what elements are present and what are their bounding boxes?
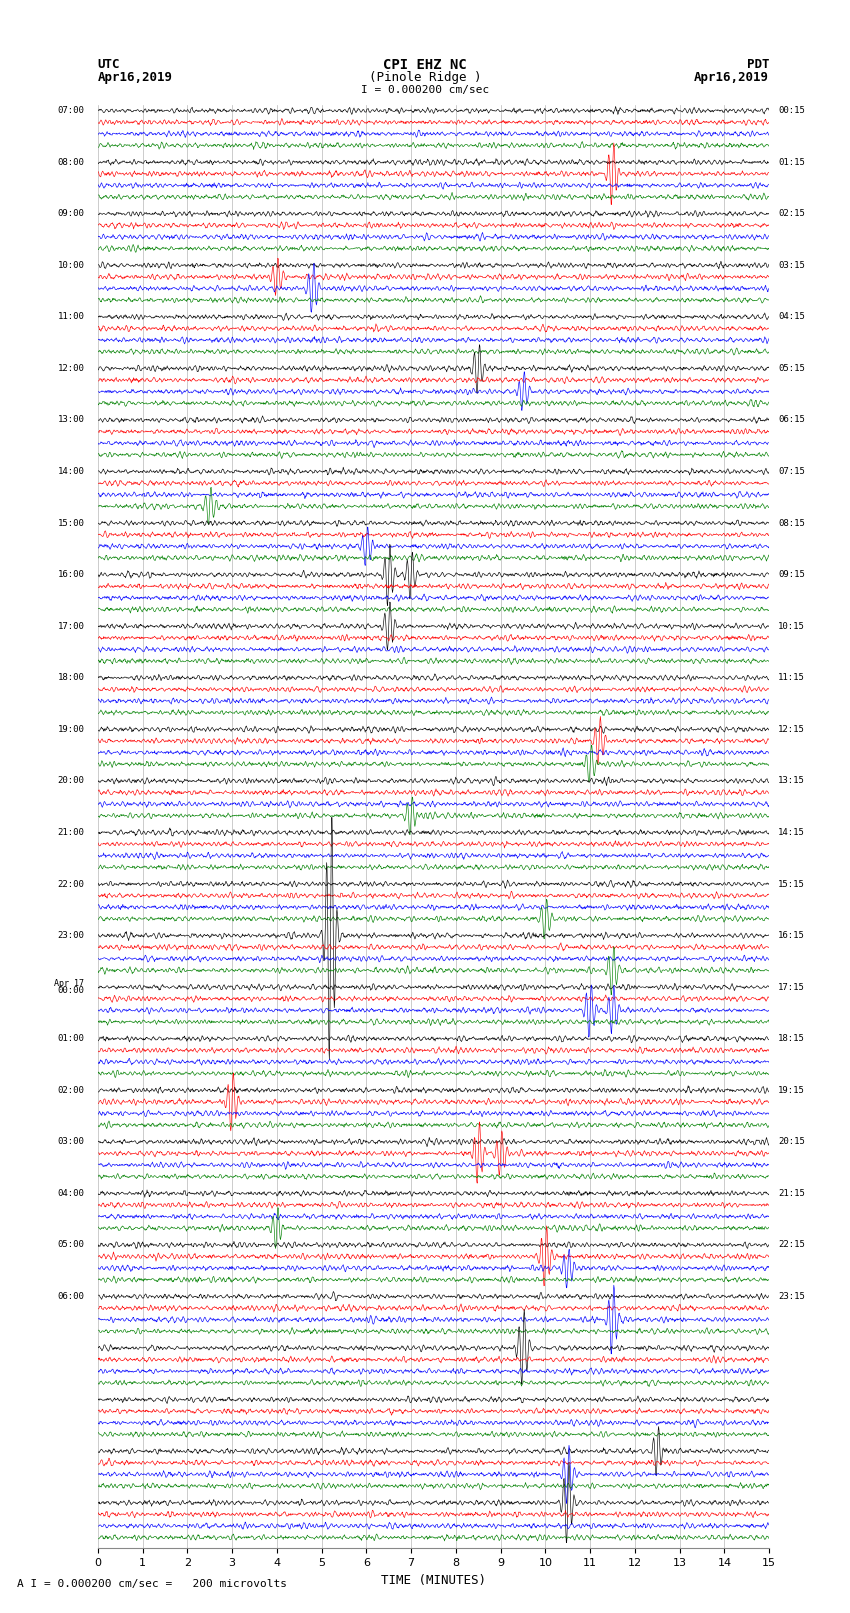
Text: 04:15: 04:15: [779, 313, 805, 321]
Text: 14:15: 14:15: [779, 827, 805, 837]
Text: 03:00: 03:00: [58, 1137, 84, 1147]
Text: 07:15: 07:15: [779, 468, 805, 476]
Text: 09:00: 09:00: [58, 210, 84, 218]
Text: 19:15: 19:15: [779, 1086, 805, 1095]
Text: 19:00: 19:00: [58, 724, 84, 734]
Text: 23:00: 23:00: [58, 931, 84, 940]
Text: Apr16,2019: Apr16,2019: [98, 71, 173, 84]
Text: (Pinole Ridge ): (Pinole Ridge ): [369, 71, 481, 84]
Text: 23:15: 23:15: [779, 1292, 805, 1302]
Text: 11:15: 11:15: [779, 673, 805, 682]
Text: 18:15: 18:15: [779, 1034, 805, 1044]
Text: 03:15: 03:15: [779, 261, 805, 269]
Text: 02:15: 02:15: [779, 210, 805, 218]
Text: 08:15: 08:15: [779, 519, 805, 527]
Text: 00:00: 00:00: [58, 986, 84, 995]
Text: Apr 17: Apr 17: [54, 979, 84, 989]
Text: 15:00: 15:00: [58, 519, 84, 527]
X-axis label: TIME (MINUTES): TIME (MINUTES): [381, 1574, 486, 1587]
Text: CPI EHZ NC: CPI EHZ NC: [383, 58, 467, 71]
Text: UTC: UTC: [98, 58, 120, 71]
Text: 02:00: 02:00: [58, 1086, 84, 1095]
Text: 22:15: 22:15: [779, 1240, 805, 1250]
Text: I = 0.000200 cm/sec: I = 0.000200 cm/sec: [361, 85, 489, 95]
Text: 22:00: 22:00: [58, 879, 84, 889]
Text: 17:00: 17:00: [58, 621, 84, 631]
Text: 04:00: 04:00: [58, 1189, 84, 1198]
Text: 12:00: 12:00: [58, 365, 84, 373]
Text: 20:00: 20:00: [58, 776, 84, 786]
Text: 06:15: 06:15: [779, 416, 805, 424]
Text: 10:00: 10:00: [58, 261, 84, 269]
Text: 10:15: 10:15: [779, 621, 805, 631]
Text: 18:00: 18:00: [58, 673, 84, 682]
Text: 00:15: 00:15: [779, 106, 805, 115]
Text: Apr16,2019: Apr16,2019: [694, 71, 769, 84]
Text: 01:15: 01:15: [779, 158, 805, 166]
Text: A I = 0.000200 cm/sec =   200 microvolts: A I = 0.000200 cm/sec = 200 microvolts: [17, 1579, 287, 1589]
Text: 20:15: 20:15: [779, 1137, 805, 1147]
Text: 07:00: 07:00: [58, 106, 84, 115]
Text: 06:00: 06:00: [58, 1292, 84, 1302]
Text: 08:00: 08:00: [58, 158, 84, 166]
Text: 05:15: 05:15: [779, 365, 805, 373]
Text: 13:15: 13:15: [779, 776, 805, 786]
Text: 15:15: 15:15: [779, 879, 805, 889]
Text: 14:00: 14:00: [58, 468, 84, 476]
Text: PDT: PDT: [747, 58, 769, 71]
Text: 01:00: 01:00: [58, 1034, 84, 1044]
Text: 21:15: 21:15: [779, 1189, 805, 1198]
Text: 16:15: 16:15: [779, 931, 805, 940]
Text: 11:00: 11:00: [58, 313, 84, 321]
Text: 16:00: 16:00: [58, 569, 84, 579]
Text: 09:15: 09:15: [779, 569, 805, 579]
Text: 12:15: 12:15: [779, 724, 805, 734]
Text: 13:00: 13:00: [58, 416, 84, 424]
Text: 17:15: 17:15: [779, 982, 805, 992]
Text: 05:00: 05:00: [58, 1240, 84, 1250]
Text: 21:00: 21:00: [58, 827, 84, 837]
